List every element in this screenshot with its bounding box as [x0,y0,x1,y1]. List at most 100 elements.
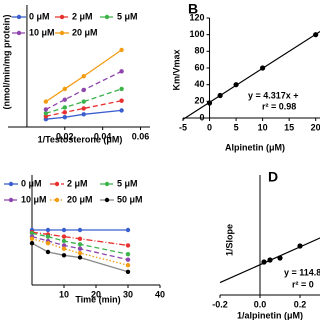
y-tick-label: 100 [190,29,205,39]
annotation: y = 114.85 [284,267,320,277]
x-axis-label: 1/Testosterone (μM) [38,134,123,144]
x-tick-label: 10 [59,289,69,299]
data-point [62,86,67,92]
x-tick-label: 20 [311,122,320,132]
y-tick-label: 120 [190,12,205,22]
x-tick-label: 0.2 [294,299,307,309]
y-tick-label: 80 [195,46,205,56]
data-point [62,105,67,110]
data-point [77,250,83,256]
legend-label: 50 μM [117,194,143,204]
data-point [119,86,124,92]
data-point [206,100,213,106]
data-point [81,112,86,117]
data-point [43,111,49,116]
x-tick-label: 5 [234,122,239,132]
data-point [125,227,131,233]
y-tick-label: 60 [195,62,205,72]
legend-label: 10 μM [21,194,47,204]
data-point [61,253,67,258]
legend-label: 2 μM [67,178,88,188]
data-point [77,236,83,241]
data-point [77,246,83,251]
data-point [81,106,86,111]
legend-marker [54,197,60,203]
y-axis-label: Km/Vmax [171,49,181,90]
data-point [61,234,67,239]
data-point [267,257,273,263]
x-tick-label: 10 [258,122,268,132]
y-tick-label: 20 [195,96,205,106]
x-tick-label: -5 [179,122,187,132]
data-point [62,97,67,102]
x-tick-label: 0 [207,122,212,132]
data-point [61,243,67,248]
y-tick-label: 0 [200,112,205,122]
x-tick-label: 0.0 [254,299,267,309]
legend-marker [104,181,110,187]
data-point [29,236,35,241]
data-point [29,241,35,246]
legend-label: 5 μM [117,11,138,21]
data-point [62,115,67,120]
x-tick-label: 15 [284,122,294,132]
x-tick-label: -0.2 [212,299,228,309]
panel-label: D [268,169,278,185]
data-point [125,257,131,262]
data-point [61,246,67,251]
data-point [81,74,86,79]
data-point [61,227,67,233]
y-tick-label: 40 [195,79,205,89]
series-line [45,100,122,117]
data-point [125,269,131,274]
series-line [45,49,122,103]
data-point [77,255,83,260]
data-point [217,92,223,99]
data-point [45,249,51,255]
legend-label: 5 μM [117,178,138,188]
data-point [81,87,86,93]
series-line [45,109,122,120]
data-point [77,242,83,247]
data-point [29,231,35,236]
y-axis-label: 1/Slope [224,224,234,256]
data-point [119,108,124,113]
data-point [125,263,131,268]
legend-marker [16,30,22,36]
fit-line [182,30,320,120]
data-point [81,99,86,104]
data-point [119,98,124,103]
x-tick-label: 40 [155,289,165,299]
x-axis-label: Alpinetin (μM) [225,142,285,152]
legend-marker [8,197,14,203]
data-point [119,47,124,53]
legend-label: 0 μM [21,178,42,188]
series-line [45,88,122,114]
x-axis-label: 1/alpinetin (μM) [237,310,303,320]
legend-marker [59,30,65,36]
legend-marker [59,14,65,20]
x-tick-label: 0.06 [132,131,150,141]
annotation: y = 4.317x + [248,90,299,100]
data-point [62,110,67,115]
legend-label: 2 μM [72,11,93,21]
data-point [45,234,51,239]
legend-marker [54,181,60,187]
annotation: r² = 0 [292,279,314,289]
x-axis-label: Time (min) [75,294,120,304]
legend-marker [104,197,110,203]
y-axis-label: (nmol/min/mg protein) [1,15,11,110]
data-point [61,238,67,244]
x-tick-label: 0.02 [56,131,74,141]
data-point [45,241,51,246]
legend-label: 10 μM [29,27,55,37]
data-point [260,65,266,71]
legend-label: 20 μM [67,194,93,204]
data-point [313,32,319,38]
annotation: r² = 0.98 [262,101,296,111]
data-point [45,227,51,233]
data-point [297,243,303,249]
series-line [31,238,129,266]
x-tick-label: 0.04 [94,131,112,141]
